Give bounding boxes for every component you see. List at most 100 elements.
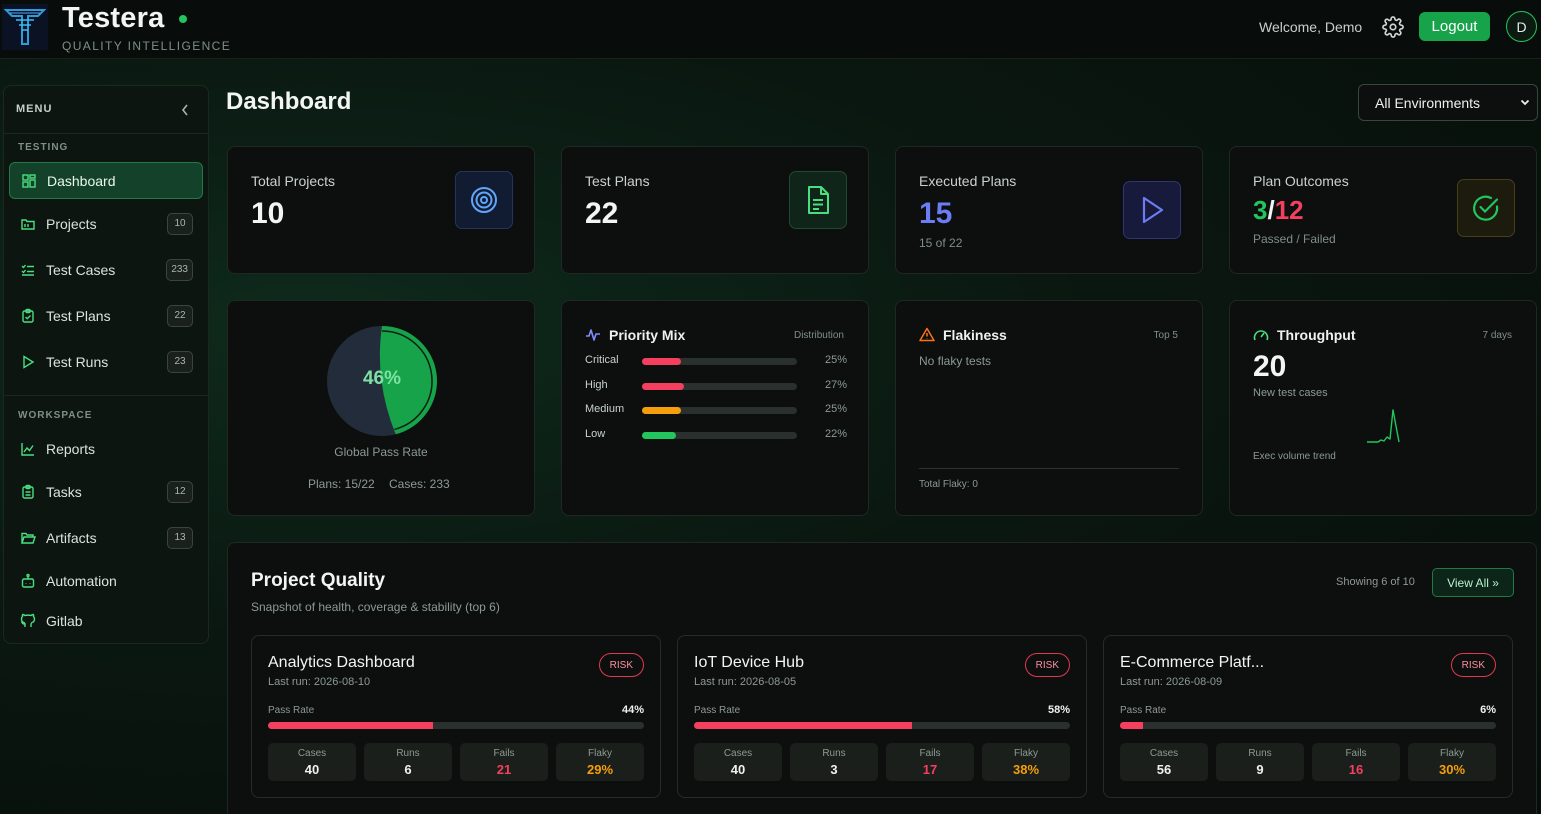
sidebar-item-label: Test Cases (46, 261, 116, 278)
count-badge: 10 (167, 212, 193, 235)
check-circle-icon (1473, 195, 1499, 221)
metric-label: Runs (1248, 748, 1272, 759)
metric-tile-runs: Runs 3 (790, 743, 878, 781)
welcome-text: Welcome, Demo (1259, 19, 1363, 35)
section-label-workspace: WORKSPACE (18, 410, 93, 421)
priority-name: Medium (585, 403, 625, 415)
metric-label: Cases (297, 748, 327, 759)
sidebar-item-gitlab[interactable]: Gitlab (9, 602, 203, 639)
metric-label: Cases (1149, 748, 1179, 759)
sidebar-item-test-cases[interactable]: Test Cases 233 (9, 251, 203, 288)
priority-bar-track (642, 383, 797, 390)
failed-count: 12 (1274, 195, 1304, 225)
metric-tile-flaky: Flaky 29% (556, 743, 644, 781)
sidebar-item-tasks[interactable]: Tasks 12 (9, 473, 203, 510)
project-name: Analytics Dashboard (268, 654, 415, 671)
stat-icon-box (1457, 179, 1515, 237)
stat-label: Total Projects (251, 173, 336, 189)
project-card[interactable]: Analytics Dashboard Last run: 2026-08-10 R… (251, 635, 661, 798)
gear-icon[interactable] (1382, 16, 1404, 38)
flakiness-title: Flakiness (943, 327, 1007, 343)
chevron-left-icon[interactable] (180, 103, 190, 117)
sidebar-item-automation[interactable]: Automation (9, 562, 203, 599)
priority-percent: 22% (824, 428, 847, 440)
count-badge: 22 (167, 304, 193, 327)
flakiness-total: Total Flaky: 0 (919, 479, 978, 490)
metric-value: 30% (1438, 762, 1466, 777)
project-card[interactable]: E-Commerce Platf... Last run: 2026-08-09 R… (1103, 635, 1513, 798)
page-title: Dashboard (226, 88, 352, 115)
environment-select[interactable]: All Environments (1358, 84, 1538, 121)
pass-rate-fill (268, 722, 434, 729)
sidebar-header: MENU (4, 86, 208, 134)
sidebar-item-test-plans[interactable]: Test Plans 22 (9, 297, 203, 334)
testera-logo-icon[interactable] (2, 4, 48, 50)
stat-card-test-plans[interactable]: Test Plans 22 (561, 146, 869, 274)
metric-tile-cases: Cases 56 (1120, 743, 1208, 781)
chart-icon (21, 442, 34, 456)
sidebar-item-test-runs[interactable]: Test Runs 23 (9, 343, 203, 380)
grid-icon (22, 173, 36, 188)
count-badge: 13 (167, 526, 193, 549)
section-label-testing: TESTING (18, 142, 69, 153)
project-card[interactable]: IoT Device Hub Last run: 2026-08-05 RISK Pa… (677, 635, 1087, 798)
priority-mix-caption: Distribution (793, 330, 844, 341)
priority-row: Medium 25% (585, 403, 847, 417)
pass-rate-label: Pass Rate (268, 705, 315, 716)
priority-name: Low (585, 428, 606, 440)
project-last-run: Last run: 2026-08-09 (1120, 676, 1223, 688)
pass-rate-fill (1120, 722, 1143, 729)
pass-rate-value: 6% (1480, 704, 1496, 716)
user-avatar[interactable]: D (1506, 11, 1537, 42)
risk-badge: RISK (1024, 653, 1070, 677)
pass-rate-value: 44% (621, 704, 644, 716)
passed-count: 3 (1253, 195, 1268, 225)
sidebar-item-label: Test Runs (46, 353, 109, 370)
robot-icon (21, 573, 35, 588)
priority-percent: 25% (824, 354, 847, 366)
pass-rate-donut (327, 326, 437, 436)
metric-value: 40 (730, 762, 746, 777)
metric-value: 6 (404, 762, 412, 777)
throughput-card: Throughput 7 days 20 New test cases Exec… (1229, 300, 1537, 516)
stat-sub: Passed / Failed (1253, 232, 1336, 246)
play-icon (23, 354, 35, 369)
folder-open-icon (21, 532, 36, 544)
stat-icon-box (789, 171, 847, 229)
brand-name[interactable]: Testera (62, 2, 165, 34)
sidebar-item-artifacts[interactable]: Artifacts 13 (9, 519, 203, 556)
sidebar-item-projects[interactable]: Projects 10 (9, 205, 203, 242)
sidebar-item-reports[interactable]: Reports (9, 430, 203, 467)
sidebar-item-label: Reports (46, 440, 96, 457)
git-icon (20, 613, 36, 627)
metric-tile-fails: Fails 17 (886, 743, 974, 781)
folder-icon (21, 218, 35, 230)
flakiness-caption: Top 5 (1153, 330, 1178, 341)
gauge-icon (1253, 330, 1269, 341)
sidebar: MENU TESTING Dashboard Projects 10 Test … (3, 85, 209, 644)
stat-card-plan-outcomes[interactable]: Plan Outcomes 3/12 Passed / Failed (1229, 146, 1537, 274)
metric-tile-fails: Fails 21 (460, 743, 548, 781)
clipboard-list-icon (22, 484, 34, 499)
pass-rate-label: Pass Rate (1120, 705, 1167, 716)
metric-label: Flaky (1014, 748, 1038, 759)
pass-rate-value: 46% (362, 368, 402, 389)
stat-label: Test Plans (585, 173, 650, 189)
showing-count: Showing 6 of 10 (1336, 576, 1415, 588)
metric-value: 56 (1156, 762, 1172, 777)
stat-card-executed-plans[interactable]: Executed Plans 15 15 of 22 (895, 146, 1203, 274)
metric-tile-cases: Cases 40 (268, 743, 356, 781)
sidebar-item-label: Artifacts (46, 529, 97, 546)
document-icon (808, 186, 829, 214)
sidebar-item-dashboard[interactable]: Dashboard (9, 162, 203, 199)
priority-name: Critical (585, 354, 619, 366)
metric-value: 40 (304, 762, 320, 777)
metric-tile-runs: Runs 9 (1216, 743, 1304, 781)
metric-tile-flaky: Flaky 38% (982, 743, 1070, 781)
view-all-button[interactable]: View All » (1432, 568, 1514, 597)
sidebar-item-label: Automation (46, 572, 117, 589)
project-name: E-Commerce Platf... (1120, 654, 1265, 671)
risk-badge: RISK (1450, 653, 1496, 677)
logout-button[interactable]: Logout (1419, 12, 1490, 41)
stat-card-total-projects[interactable]: Total Projects 10 (227, 146, 535, 274)
